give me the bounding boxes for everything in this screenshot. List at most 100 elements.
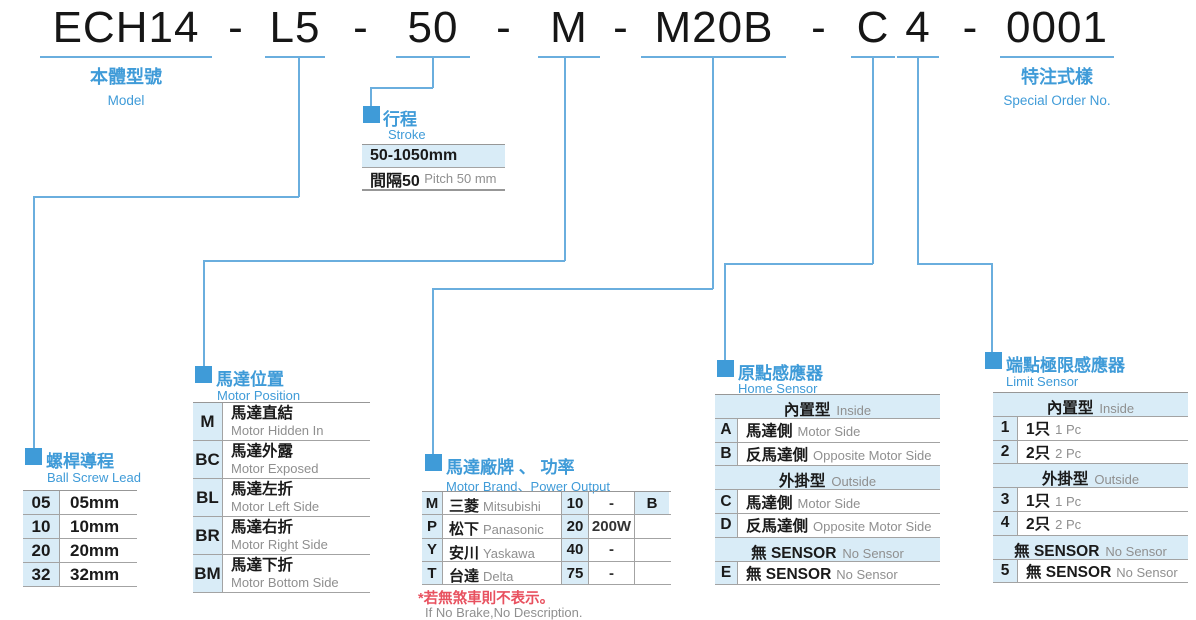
table-row: 32 32mm — [23, 563, 137, 587]
table-row: 1 1只 1 Pc — [993, 416, 1188, 441]
position-name-en: Motor Left Side — [231, 499, 320, 514]
brand-name-cell: 安川 Yaskawa — [443, 538, 562, 562]
segment-underline — [265, 56, 325, 58]
table-row: B 反馬達側 Opposite Motor Side — [715, 442, 940, 467]
sensor-code-cell: 1 — [993, 416, 1018, 440]
brake-cell — [635, 515, 669, 537]
brake-cell — [635, 539, 669, 561]
sensor-name-en: 2 Pc — [1055, 517, 1082, 533]
brand-name-cell: 松下 Panasonic — [443, 515, 562, 539]
position-name-en: Motor Exposed — [231, 461, 319, 476]
stroke-pitch-en: Pitch 50 mm — [424, 171, 497, 186]
sensor-name-en: Motor Side — [797, 424, 861, 440]
connector-line — [917, 58, 919, 264]
sensor-name-zh: 反馬達側 — [746, 446, 809, 464]
sensor-name-zh: 1只 — [1026, 492, 1051, 510]
brand-name-zh: 松下 — [449, 521, 480, 539]
table-row: M 馬達直結 Motor Hidden In — [193, 403, 370, 441]
table-row: 50-1050mm — [362, 145, 505, 168]
segment-underline — [538, 56, 600, 58]
motor-position-title-en: Motor Position — [217, 388, 301, 403]
power-code-cell: 40 — [562, 538, 589, 561]
brand-name-zh: 三菱 — [449, 498, 480, 515]
table-row: 間隔50 Pitch 50 mm — [362, 168, 505, 191]
brand-name-en: Panasonic — [483, 522, 544, 538]
stroke-range: 50-1050mm — [370, 147, 458, 164]
lead-code-cell: 32 — [23, 563, 60, 586]
table-row: BR 馬達右折 Motor Right Side — [193, 517, 370, 555]
brake-cell — [635, 562, 669, 584]
sensor-name-zh: 無 SENSOR — [746, 565, 832, 583]
connector-line — [33, 196, 299, 198]
model-segment-motor-brand: M20B — [654, 3, 774, 52]
sensor-desc-cell: 2只 2 Pc — [1018, 512, 1081, 534]
position-code-cell: BC — [193, 441, 223, 478]
special-order-label: 特注式樣 Special Order No. — [995, 63, 1119, 108]
position-name-zh: 馬達直結 — [231, 405, 294, 422]
section-header-row: 無 SENSOR No Sensor — [715, 537, 940, 562]
stroke-table: 50-1050mm 間隔50 Pitch 50 mm — [362, 144, 505, 191]
section-name-en: Outside — [1094, 472, 1140, 488]
model-segment-motor-position: M — [550, 3, 588, 52]
section-header-row: 無 SENSOR No Sensor — [993, 535, 1188, 560]
sensor-name-en: 1 Pc — [1055, 493, 1082, 509]
sensor-name-en: 1 Pc — [1055, 422, 1082, 438]
table-row: 內置型 Inside — [715, 395, 940, 419]
connector-line — [724, 263, 726, 361]
table-row: A 馬達側 Motor Side — [715, 418, 940, 443]
segment-underline — [40, 56, 212, 58]
connector-line — [298, 58, 300, 197]
sensor-name-zh: 馬達側 — [746, 494, 793, 512]
section-name-zh: 無 SENSOR — [751, 544, 837, 562]
sensor-desc-cell: 無 SENSOR No Sensor — [1018, 560, 1178, 582]
sensor-desc-cell: 1只 1 Pc — [1018, 417, 1081, 439]
sensor-name-zh: 馬達側 — [746, 423, 793, 441]
connector-line — [712, 58, 714, 289]
power-code-cell: 20 — [562, 515, 589, 538]
sensor-code-cell: 4 — [993, 511, 1018, 535]
connector-line — [370, 87, 433, 89]
section-bullet-icon — [985, 352, 1002, 369]
position-name-en: Motor Right Side — [231, 537, 328, 552]
model-segment-body: ECH14 — [52, 3, 200, 52]
sensor-name-en: Opposite Motor Side — [813, 447, 932, 463]
sensor-code-cell: 5 — [993, 559, 1018, 583]
position-code-cell: BR — [193, 517, 223, 554]
segment-separator: - — [228, 3, 244, 52]
sensor-desc-cell: 馬達側 Motor Side — [738, 419, 860, 441]
segment-underline — [396, 56, 470, 58]
position-name-en: Motor Bottom Side — [231, 575, 339, 590]
home-sensor-title-en: Home Sensor — [738, 381, 818, 396]
section-bullet-icon — [195, 366, 212, 383]
table-row: 2 2只 2 Pc — [993, 440, 1188, 465]
sensor-desc-cell: 1只 1 Pc — [1018, 489, 1081, 511]
sensor-name-en: Motor Side — [797, 495, 861, 511]
special-order-label-zh: 特注式樣 — [1021, 67, 1093, 87]
table-row: C 馬達側 Motor Side — [715, 490, 940, 514]
brand-code-cell: M — [422, 492, 443, 515]
segment-underline — [851, 56, 895, 58]
position-code-cell: BM — [193, 555, 223, 592]
sensor-name-en: No Sensor — [836, 566, 898, 582]
sensor-name-en: No Sensor — [1116, 564, 1178, 580]
model-segment-stroke: 50 — [407, 3, 459, 52]
section-name-en: No Sensor — [842, 545, 904, 561]
section-name-en: No Sensor — [1105, 543, 1167, 559]
home-sensor-table: 內置型 Inside A 馬達側 Motor Side B 反馬達側 Opposite Mot… — [715, 394, 940, 586]
limit-sensor-title-en: Limit Sensor — [1006, 374, 1079, 389]
section-bullet-icon — [363, 106, 380, 123]
sensor-code-cell: B — [715, 442, 738, 466]
section-name-zh: 內置型 — [1046, 400, 1094, 417]
connector-line — [564, 58, 566, 261]
power-code-cell: 75 — [562, 561, 589, 585]
sensor-desc-cell: 馬達側 Motor Side — [738, 491, 860, 513]
stroke-title-zh: 行程 — [383, 110, 417, 129]
home-sensor-title-zh: 原點感應器 — [738, 364, 823, 383]
connector-line — [432, 288, 713, 290]
brand-code-cell: P — [422, 515, 443, 538]
position-code-cell: BL — [193, 479, 223, 516]
brand-name-cell: 三菱 Mitsubishi — [443, 492, 562, 515]
brand-name-en: Yaskawa — [483, 545, 535, 561]
sensor-name-zh: 無 SENSOR — [1026, 563, 1112, 581]
